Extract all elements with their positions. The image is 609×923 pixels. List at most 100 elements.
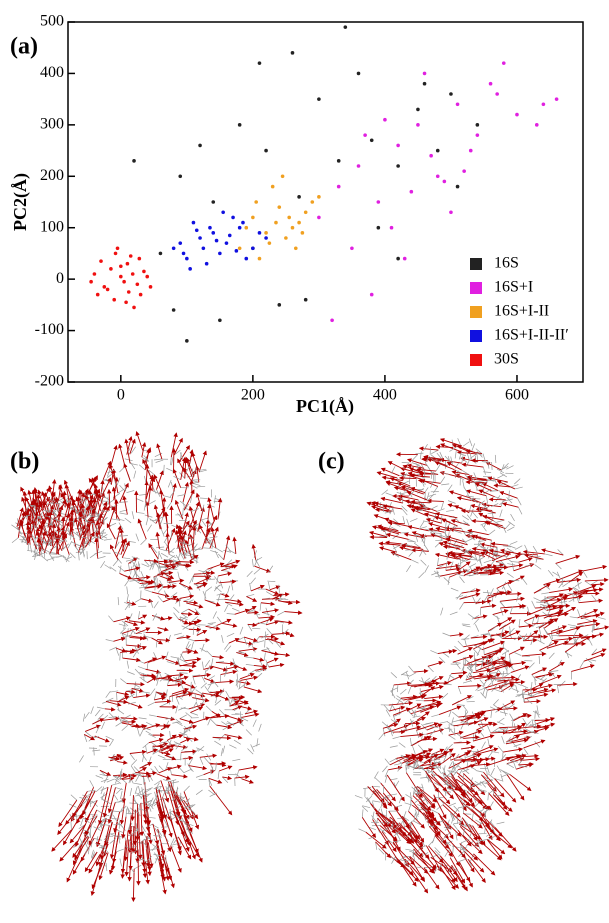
backbone xyxy=(131,760,136,766)
legend-label: 16S+I-II xyxy=(494,303,549,320)
backbone xyxy=(525,721,530,727)
backbone xyxy=(246,594,254,596)
backbone xyxy=(155,856,158,863)
backbone xyxy=(256,560,260,567)
backbone xyxy=(523,694,524,702)
backbone xyxy=(267,581,275,582)
backbone xyxy=(442,693,448,698)
backbone xyxy=(161,529,164,536)
backbone xyxy=(413,716,421,717)
backbone xyxy=(134,865,141,869)
backbone xyxy=(79,552,80,560)
backbone xyxy=(155,766,159,773)
backbone xyxy=(171,657,179,659)
motion-arrow xyxy=(192,453,198,471)
backbone xyxy=(138,611,139,619)
point xyxy=(208,226,212,230)
backbone xyxy=(246,730,252,736)
backbone xyxy=(92,750,100,751)
point xyxy=(310,200,314,204)
backbone xyxy=(110,839,116,844)
backbone xyxy=(391,672,397,677)
backbone xyxy=(577,624,585,626)
backbone xyxy=(487,771,488,779)
backbone xyxy=(146,824,153,828)
backbone xyxy=(482,742,486,749)
backbone xyxy=(585,618,592,621)
backbone xyxy=(131,567,132,575)
motion-arrow xyxy=(152,475,153,491)
backbone xyxy=(231,582,233,590)
motion-arrow xyxy=(453,656,473,662)
backbone xyxy=(446,510,454,511)
backbone xyxy=(90,815,98,816)
backbone xyxy=(517,498,521,505)
backbone xyxy=(109,739,113,746)
backbone xyxy=(474,473,477,480)
motion-arrow xyxy=(147,502,148,517)
backbone xyxy=(148,501,155,505)
backbone xyxy=(127,491,135,493)
motion-arrow xyxy=(210,786,232,815)
backbone xyxy=(196,790,202,795)
backbone xyxy=(228,698,230,706)
point xyxy=(241,221,245,225)
backbone xyxy=(161,553,168,557)
motion-arrow xyxy=(266,621,278,624)
point xyxy=(205,262,209,266)
backbone xyxy=(118,716,122,723)
point xyxy=(228,234,232,238)
backbone xyxy=(106,691,111,698)
backbone xyxy=(493,699,498,705)
motion-arrow xyxy=(435,517,451,523)
backbone xyxy=(450,612,458,615)
point xyxy=(462,169,466,173)
motion-arrow xyxy=(208,504,210,519)
backbone xyxy=(108,616,113,622)
backbone xyxy=(412,455,418,461)
motion-arrow xyxy=(237,641,253,644)
backbone xyxy=(507,573,514,578)
backbone xyxy=(416,730,418,738)
backbone xyxy=(176,555,180,562)
backbone xyxy=(405,849,413,850)
backbone xyxy=(113,794,117,801)
backbone xyxy=(480,607,481,615)
motion-arrow xyxy=(70,824,85,842)
motion-arrow xyxy=(163,829,171,851)
backbone xyxy=(565,652,572,656)
backbone xyxy=(79,755,83,762)
backbone xyxy=(433,514,436,521)
backbone xyxy=(411,560,418,563)
backbone xyxy=(200,648,207,652)
motion-arrow xyxy=(204,771,215,775)
point xyxy=(198,144,202,148)
backbone xyxy=(425,565,429,572)
backbone xyxy=(503,526,507,533)
backbone xyxy=(172,694,173,702)
backbone xyxy=(159,766,164,772)
motion-arrow xyxy=(154,697,165,700)
motion-arrow xyxy=(594,627,609,630)
backbone xyxy=(537,705,538,713)
motion-arrow xyxy=(223,561,240,566)
backbone xyxy=(420,451,421,459)
backbone xyxy=(153,746,154,754)
backbone xyxy=(180,683,183,690)
motion-arrow xyxy=(420,448,439,450)
backbone xyxy=(482,685,488,690)
backbone xyxy=(493,679,501,680)
motion-arrow xyxy=(508,576,524,584)
backbone xyxy=(214,495,215,503)
backbone xyxy=(497,475,504,479)
backbone xyxy=(218,771,219,779)
motion-arrow xyxy=(109,802,115,823)
motion-arrow xyxy=(230,702,247,706)
backbone xyxy=(160,703,167,706)
backbone xyxy=(171,457,172,465)
backbone xyxy=(585,581,592,586)
backbone xyxy=(140,729,144,736)
backbone xyxy=(382,766,387,772)
point xyxy=(238,123,242,127)
backbone xyxy=(253,719,256,726)
